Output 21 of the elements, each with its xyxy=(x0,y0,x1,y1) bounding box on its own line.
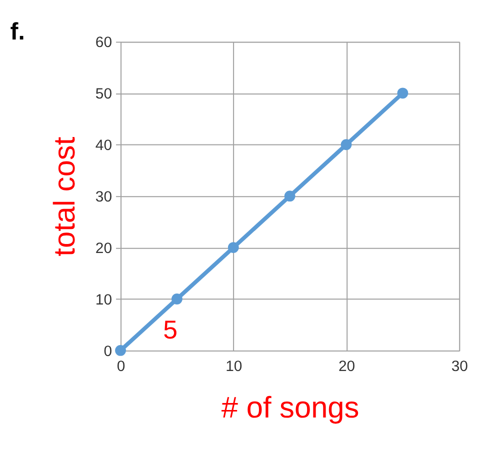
y-tick-label: 40 xyxy=(95,137,112,154)
y-tick-label: 20 xyxy=(95,240,112,258)
x-tick-label: 30 xyxy=(451,358,468,375)
point xyxy=(228,242,239,253)
x-tick-label: 0 xyxy=(116,358,126,375)
y-tick-label: 30 xyxy=(95,188,112,206)
x-axis-title: # of songs xyxy=(221,392,360,425)
point xyxy=(171,294,182,304)
y-tick-label: 10 xyxy=(95,291,112,308)
x-tick-label: 10 xyxy=(226,358,242,375)
y-tick-label: 50 xyxy=(95,86,112,103)
y-axis-title: total cost xyxy=(48,136,82,256)
point xyxy=(397,88,408,99)
chart-title: f. xyxy=(10,18,25,46)
point xyxy=(115,345,126,356)
x-tick-label: 20 xyxy=(338,358,356,375)
y-tick-label: 60 xyxy=(95,34,112,52)
annotation: 5 xyxy=(163,316,178,345)
point xyxy=(284,190,296,202)
point xyxy=(340,139,352,150)
y-tick-label: 0 xyxy=(104,342,112,360)
